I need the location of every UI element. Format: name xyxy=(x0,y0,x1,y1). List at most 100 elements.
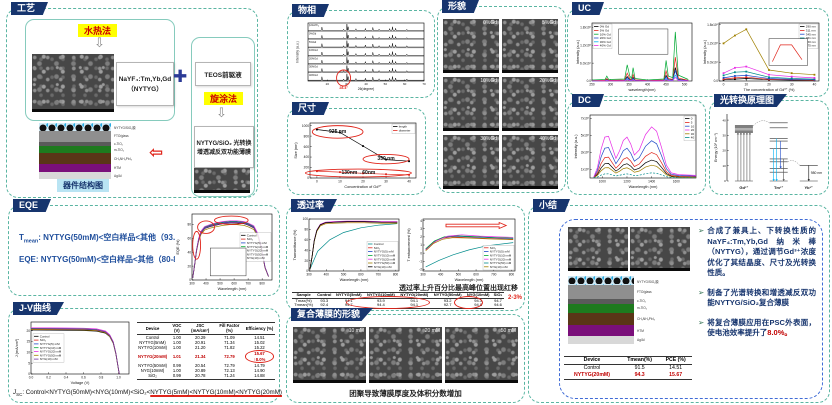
svg-text:1.2x10⁵: 1.2x10⁵ xyxy=(580,44,592,48)
svg-text:350: 350 xyxy=(626,82,632,86)
table-cell: 20.54 xyxy=(195,362,206,368)
svg-text:2: 2 xyxy=(420,235,422,239)
svg-text:400: 400 xyxy=(203,281,209,285)
svg-text:0: 0 xyxy=(307,176,309,180)
svg-text:20: 20 xyxy=(691,128,695,132)
device-layer-label: HTM xyxy=(637,328,644,333)
column-header: Device xyxy=(137,322,169,335)
jv-chart: 0.0 0.2 0.4 0.6 0.8 1.0 0 5 10 15 20 Voltage (V) J (… xyxy=(14,319,132,385)
table-cell: 1.01 xyxy=(172,353,181,359)
panel-process: 工艺 水热法 ⇩ NaYF₄:Tm,Yb,Gd（NYTYG） ✚ TEOS前驱液… xyxy=(6,2,258,198)
panel-eqe: EQE Tmean: NYTYG(50mM)<空白样品<其他（93.9-94.5… xyxy=(8,199,280,296)
svg-text:300: 300 xyxy=(608,82,614,86)
table-cell: 72.13 xyxy=(224,368,235,373)
table-cell: 94.1 xyxy=(344,297,353,303)
svg-text:1.8x10⁵: 1.8x10⁵ xyxy=(580,26,592,30)
svg-text:70: 70 xyxy=(422,82,426,86)
svg-text:NYTYG(5) mM: NYTYG(5) mM xyxy=(374,250,394,254)
column-header: NYTYG(50mM) xyxy=(430,292,465,299)
svg-text:30: 30 xyxy=(722,134,726,138)
device-layer-label: FTO/glass xyxy=(637,290,652,295)
svg-text:10: 10 xyxy=(338,179,342,183)
panel-phase: 物相 β-NaYF₄ 0%Gd 5%Gd 10%Gd 20%Gd 30%Gd 40%Gd 20… xyxy=(287,4,435,98)
svg-text:1.8x10⁵: 1.8x10⁵ xyxy=(707,23,719,27)
column-header: NYTYG(10mM) xyxy=(364,292,398,299)
bullet-item: ➢ 合成了兼具上、下转换性质的NaYF₄:Tm,Yb,Gd纳米棒（NYTYG），… xyxy=(698,226,816,279)
svg-text:Tm³⁺: Tm³⁺ xyxy=(774,185,783,190)
svg-text:475 nm: 475 nm xyxy=(806,44,817,48)
svg-text:0: 0 xyxy=(316,179,318,183)
svg-text:200: 200 xyxy=(304,166,310,170)
sem-image xyxy=(568,227,628,271)
summary-bullets: ➢ 合成了兼具上、下转换性质的NaYF₄:Tm,Yb,Gd纳米棒（NYTYG），… xyxy=(698,226,816,339)
svg-text:10%Gd: 10%Gd xyxy=(309,48,318,52)
summary-inner-box: NYTYG/SiO₂膜 FTO/glass c-TiO₂ m-TiO₂ CH₃NH₃Pb… xyxy=(559,219,823,399)
xrd-chart: β-NaYF₄ 0%Gd 5%Gd 10%Gd 20%Gd 30%Gd 40%Gd 20 30 4… xyxy=(295,21,427,91)
device-layer xyxy=(568,285,634,299)
svg-text:400: 400 xyxy=(304,155,310,159)
svg-text:10: 10 xyxy=(26,351,30,355)
sem-label: 0%Gd xyxy=(483,20,497,26)
svg-text:40: 40 xyxy=(722,118,726,122)
svg-text:NYG(10) mM: NYG(10) mM xyxy=(247,256,265,260)
panel-title-summary: 小结 xyxy=(533,199,571,212)
svg-text:60: 60 xyxy=(304,238,308,242)
svg-text:Voltage (V): Voltage (V) xyxy=(71,381,91,385)
svg-text:0: 0 xyxy=(723,82,725,86)
svg-text:Wavelength (nm): Wavelength (nm) xyxy=(455,278,485,282)
svg-text:500: 500 xyxy=(341,272,347,276)
svg-text:3x10⁵: 3x10⁵ xyxy=(581,151,590,155)
svg-text:1.2x10⁵: 1.2x10⁵ xyxy=(707,42,719,46)
svg-text:40%Gd: 40%Gd xyxy=(309,73,318,77)
sem-label: 50 mM xyxy=(500,328,516,334)
column-header: SiO₂ xyxy=(491,292,504,299)
device-layer xyxy=(39,123,111,131)
svg-text:4: 4 xyxy=(420,219,422,223)
svg-text:5: 5 xyxy=(28,361,30,365)
svg-text:1.0: 1.0 xyxy=(116,375,121,379)
table-cell: NYG(10mM) xyxy=(140,368,165,373)
panel-size: 尺寸 0 10 20 30 40 0 200 400 600 800 1000 Concentrati… xyxy=(287,102,426,195)
svg-text:1400: 1400 xyxy=(648,179,655,183)
panel-title-morphology: 形貌 xyxy=(442,0,480,13)
table-cell: 14.51 xyxy=(669,365,683,372)
svg-text:0: 0 xyxy=(691,117,693,121)
column-header: NYG(10mM) xyxy=(464,292,492,299)
svg-text:NYTYG(10) mM: NYTYG(10) mM xyxy=(40,346,62,350)
svg-text:20: 20 xyxy=(26,329,30,333)
device-layer xyxy=(568,312,634,326)
svg-text:450: 450 xyxy=(663,82,669,86)
table-cell: 20.29 xyxy=(195,334,206,340)
table-row: Control 91.5 14.51 xyxy=(564,365,692,373)
panel-jv: J-V曲线 0.0 0.2 0.4 0.6 0.8 1.0 0 5 10 15 20 Voltage … xyxy=(8,302,282,403)
svg-text:500: 500 xyxy=(682,82,688,86)
table-cell: 94.3 xyxy=(474,297,483,303)
svg-text:700: 700 xyxy=(491,272,497,276)
hydrothermal-label: 水热法 xyxy=(78,24,118,37)
device-layer-label: CH₃NH₃PbI₃ xyxy=(114,156,132,161)
svg-text:The concentration of Gd³⁺ (%): The concentration of Gd³⁺ (%) xyxy=(744,87,796,92)
nytyg-label: NaYF₄:Tm,Yb,Gd（NYTYG） xyxy=(116,62,174,106)
table-row: SiO₂ 0.99 20.78 71.24 14.88 xyxy=(137,373,275,380)
svg-text:NYTYG(50) mM: NYTYG(50) mM xyxy=(374,261,396,265)
spincoat-label: 旋涂法 xyxy=(204,92,244,105)
svg-text:345 nm: 345 nm xyxy=(806,32,817,36)
svg-text:40: 40 xyxy=(187,250,191,254)
svg-text:NYTYG(10) mM: NYTYG(10) mM xyxy=(490,254,512,258)
svg-text:40: 40 xyxy=(304,248,308,252)
size-chart: 0 10 20 30 40 0 200 400 600 800 1000 Concentration … xyxy=(293,120,419,189)
svg-text:0: 0 xyxy=(724,179,726,183)
svg-text:30: 30 xyxy=(790,82,794,86)
sem-label: 10%Gd xyxy=(480,78,497,84)
svg-text:Concentration of Gd³⁺: Concentration of Gd³⁺ xyxy=(344,184,381,189)
device-layer xyxy=(568,335,634,344)
table-cell: 15.67 xyxy=(659,372,692,381)
device-layer xyxy=(39,153,111,164)
svg-text:NYTYG(20) mM: NYTYG(20) mM xyxy=(247,249,269,253)
svg-text:0.6: 0.6 xyxy=(81,375,86,379)
column-header: PCE (%) xyxy=(659,355,692,366)
svg-text:800: 800 xyxy=(260,281,266,285)
column-header: JSC (mA/cm²) xyxy=(185,322,215,335)
summary-table: Device Tmean(%) PCE (%) Control 91.5 14.51 NYT… xyxy=(564,355,692,381)
